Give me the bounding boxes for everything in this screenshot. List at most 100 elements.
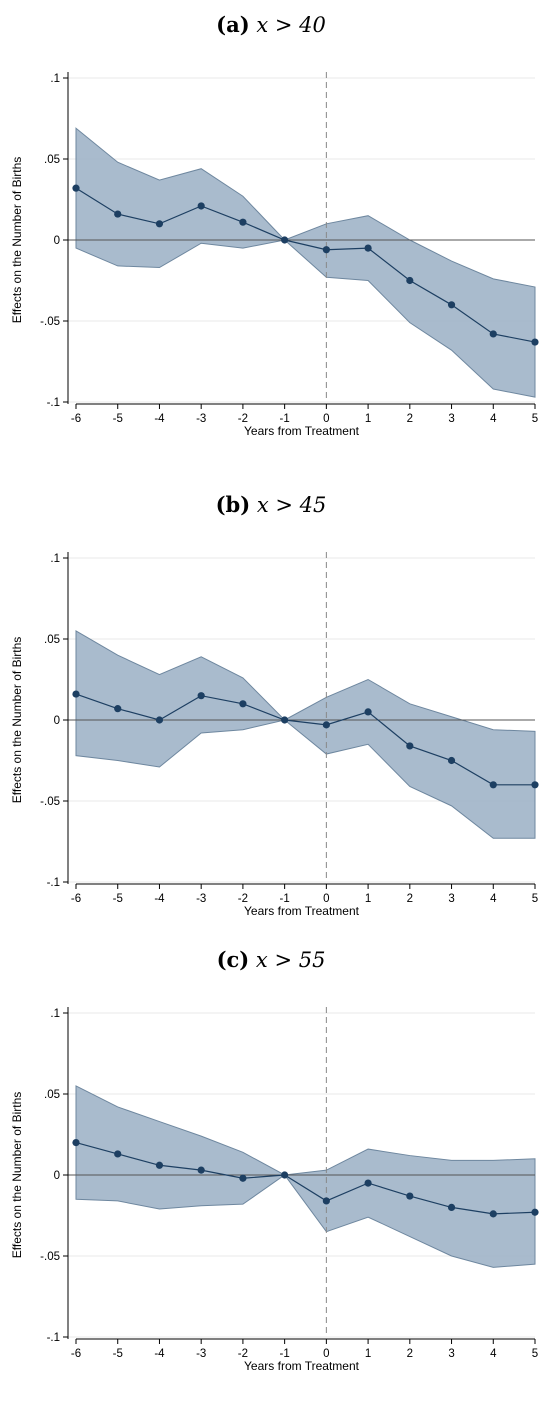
estimate-line <box>75 187 536 343</box>
x-axis-label: Years from Treatment <box>244 424 360 438</box>
estimate-point <box>155 220 164 228</box>
x-tick-label: -6 <box>71 1348 81 1360</box>
estimate-line <box>75 693 535 786</box>
estimate-point <box>281 716 289 724</box>
y-tick-label: -.1 <box>47 1332 60 1344</box>
panel-condition: x > 40 <box>256 13 326 37</box>
x-tick-label: 5 <box>532 893 538 905</box>
estimate-point <box>531 1208 539 1216</box>
estimate-point <box>281 1171 289 1179</box>
estimate-point <box>447 301 456 309</box>
x-tick-label: -3 <box>196 1348 206 1360</box>
panel-condition: x > 45 <box>256 493 327 517</box>
x-tick-label: -6 <box>71 893 81 905</box>
estimate-point <box>322 1197 330 1205</box>
y-tick-label: 0 <box>54 1170 60 1182</box>
x-tick-label: -3 <box>196 893 206 905</box>
estimate-point <box>197 692 205 700</box>
estimate-point <box>406 1192 414 1200</box>
x-tick-label: 4 <box>490 893 497 905</box>
x-tick-label: -4 <box>154 1348 165 1360</box>
estimate-point <box>322 246 330 254</box>
y-tick-label: .1 <box>50 553 60 565</box>
x-tick-label: 5 <box>532 1348 538 1360</box>
estimate-point <box>447 1203 456 1211</box>
x-tick-label: -5 <box>113 1348 123 1360</box>
x-tick-label: 1 <box>365 1348 371 1360</box>
estimate-point <box>364 244 372 252</box>
x-tick-label: 1 <box>365 893 371 905</box>
estimate-point <box>364 1179 372 1187</box>
estimate-point <box>406 276 414 285</box>
estimate-point <box>114 210 122 218</box>
y-tick-label: 0 <box>54 235 60 247</box>
estimate-point <box>155 716 164 724</box>
x-tick-label: 2 <box>407 413 413 425</box>
x-tick-label: -4 <box>154 893 165 905</box>
estimate-point <box>447 756 456 765</box>
y-tick-label: .05 <box>44 154 60 166</box>
x-tick-label: 2 <box>407 893 413 905</box>
x-tick-label: -2 <box>238 413 248 425</box>
panel-title: (c) x > 55 <box>0 947 542 972</box>
y-tick-label: -.05 <box>40 1251 60 1263</box>
estimate-point <box>197 202 205 210</box>
x-axis-label: Years from Treatment <box>244 1359 360 1373</box>
y-axis-label: Effects on the Number of Births <box>10 157 24 324</box>
estimate-point <box>406 742 414 750</box>
y-tick-label: .1 <box>50 73 60 85</box>
x-tick-label: 1 <box>365 413 371 425</box>
x-tick-label: 0 <box>323 413 329 425</box>
x-tick-label: -1 <box>280 893 290 905</box>
estimate-line <box>75 1142 536 1215</box>
estimate-point <box>281 236 289 244</box>
x-tick-label: -2 <box>238 1348 248 1360</box>
event-study-chart-a: .1 .05 0 -.05 -.1 -6 -5 -4 -3 -2 -1 0 1 2 3 4 5 Years fro… <box>10 72 539 438</box>
estimate-point <box>197 1166 205 1174</box>
x-tick-label: -3 <box>196 413 206 425</box>
estimate-point <box>114 1150 122 1158</box>
panel-c: (c) x > 55 .1 .05 0 -.05 -.1 -6 -5 -4 -3 -2 -1 0 1 2 3… <box>0 935 542 1403</box>
y-tick-label: -.05 <box>40 796 60 808</box>
confidence-band <box>75 127 536 398</box>
x-axis-label: Years from Treatment <box>244 904 360 918</box>
estimate-point <box>322 721 330 729</box>
confidence-band <box>75 630 536 839</box>
panel-condition: x > 55 <box>255 948 326 972</box>
estimate-point <box>239 700 247 708</box>
x-tick-label: 5 <box>532 413 538 425</box>
estimate-point <box>364 708 372 716</box>
x-tick-label: 3 <box>448 893 454 905</box>
x-tick-label: -1 <box>280 413 290 425</box>
y-axis-label: Effects on the Number of Births <box>10 1092 24 1259</box>
estimate-point <box>489 1210 497 1218</box>
y-tick-label: -.1 <box>47 877 60 889</box>
estimate-point <box>155 1161 164 1169</box>
panel-label: (c) <box>216 947 250 972</box>
x-tick-label: 3 <box>448 1348 454 1360</box>
estimate-point <box>531 781 539 789</box>
x-tick-label: -6 <box>71 413 81 425</box>
estimate-point <box>239 1174 247 1182</box>
x-tick-label: -1 <box>280 1348 290 1360</box>
event-study-chart-c: .1 .05 0 -.05 -.1 -6 -5 -4 -3 -2 -1 0 1 2 3 4 5 Years fro… <box>10 1007 539 1373</box>
x-tick-label: -4 <box>154 413 165 425</box>
panel-label: (a) <box>216 12 250 37</box>
y-tick-label: .1 <box>50 1008 60 1020</box>
x-tick-label: -5 <box>113 893 123 905</box>
estimate-point <box>531 338 539 346</box>
estimate-point <box>114 705 122 713</box>
panel-title: (a) x > 40 <box>0 12 542 37</box>
y-tick-label: -.1 <box>47 397 60 409</box>
y-tick-label: 0 <box>54 715 60 727</box>
panel-title: (b) x > 45 <box>0 492 542 517</box>
x-tick-label: 2 <box>407 1348 413 1360</box>
estimate-point <box>489 330 497 338</box>
x-tick-label: 4 <box>490 413 497 425</box>
x-tick-label: 3 <box>448 413 454 425</box>
estimate-point <box>239 218 247 226</box>
x-tick-label: -5 <box>113 413 123 425</box>
x-tick-label: 0 <box>323 1348 329 1360</box>
estimate-point <box>72 1139 80 1147</box>
event-study-chart-b: .1 .05 0 -.05 -.1 -6 -5 -4 -3 -2 -1 0 1 2 3 4 5 Years fro… <box>10 552 539 918</box>
